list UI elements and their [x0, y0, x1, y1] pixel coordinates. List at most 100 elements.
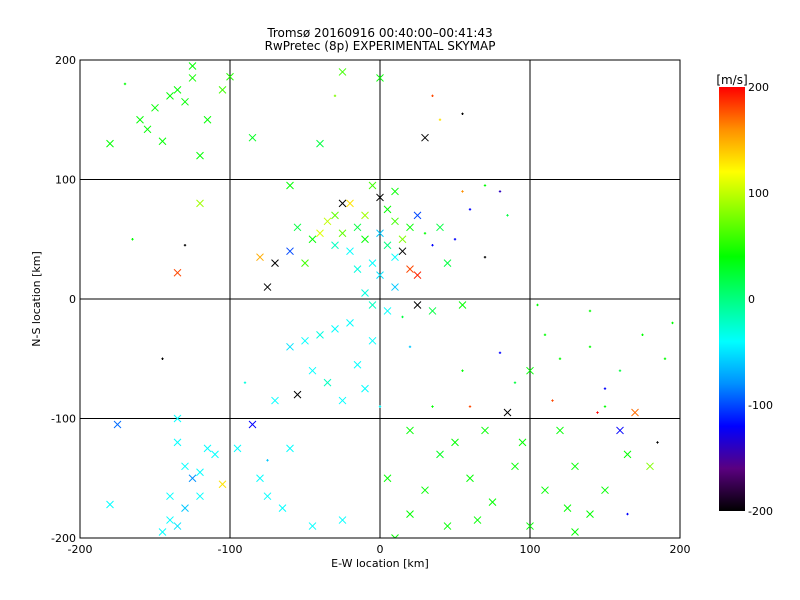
point-mark [383, 241, 392, 250]
data-point [203, 115, 212, 124]
point-mark [406, 265, 414, 273]
data-point [601, 486, 609, 495]
point-mark [376, 229, 384, 238]
point-mark [511, 462, 519, 471]
data-point [506, 214, 509, 217]
data-point [361, 235, 369, 244]
point-mark [173, 268, 182, 277]
data-point [143, 125, 152, 134]
data-point [106, 500, 114, 509]
point-mark [173, 438, 182, 447]
colorbar-tick-label: -200 [748, 505, 773, 518]
data-point [323, 378, 332, 387]
data-point [196, 199, 204, 208]
point-mark [391, 534, 396, 538]
point-mark [316, 139, 324, 148]
y-tick-label: 100 [55, 174, 76, 187]
point-mark [166, 492, 174, 501]
point-mark [301, 259, 309, 268]
data-point [196, 492, 204, 501]
point-mark [398, 247, 407, 256]
point-mark [331, 325, 339, 333]
point-mark [526, 522, 534, 530]
point-mark [136, 115, 144, 124]
data-point [293, 223, 302, 232]
data-point [361, 289, 369, 297]
data-point [233, 444, 242, 453]
point-mark [338, 68, 347, 76]
point-mark [143, 125, 152, 134]
data-point [106, 139, 114, 148]
point-mark [503, 408, 512, 417]
data-point [331, 325, 339, 333]
data-point [656, 441, 659, 444]
data-point [211, 450, 219, 459]
data-point [401, 315, 404, 319]
data-point [123, 82, 127, 86]
point-mark [338, 396, 347, 405]
data-point [166, 91, 174, 100]
data-point [263, 283, 272, 291]
point-mark [361, 289, 369, 297]
point-mark [383, 205, 392, 214]
data-point [248, 420, 257, 429]
data-point [173, 414, 182, 423]
point-mark [481, 426, 489, 435]
data-point [158, 137, 167, 146]
data-point [526, 366, 534, 375]
data-point [376, 271, 384, 279]
point-mark [436, 223, 444, 232]
point-mark [346, 319, 354, 327]
point-mark [413, 301, 422, 309]
point-mark [368, 259, 377, 268]
point-mark [451, 438, 459, 447]
point-mark [203, 115, 212, 124]
point-mark [211, 450, 219, 459]
data-point [256, 474, 264, 483]
data-point [551, 399, 554, 402]
data-point [316, 330, 324, 339]
data-point [308, 522, 317, 530]
data-point [468, 208, 472, 211]
point-mark [166, 516, 174, 524]
data-point [453, 238, 457, 241]
point-mark [173, 522, 182, 530]
data-point [131, 238, 134, 241]
y-axis-label: N-S location [km] [30, 251, 43, 347]
data-point [588, 345, 592, 348]
point-mark [278, 504, 287, 512]
data-point [398, 247, 407, 256]
data-point [466, 474, 474, 483]
data-point [338, 516, 347, 524]
data-point [603, 387, 607, 390]
point-mark [338, 229, 347, 238]
point-mark [368, 301, 377, 309]
data-point [331, 211, 339, 220]
point-mark [286, 342, 294, 351]
point-mark [286, 444, 294, 453]
point-mark [196, 468, 204, 477]
data-point [243, 381, 247, 384]
data-point [461, 190, 464, 193]
point-mark [346, 247, 354, 256]
data-point [188, 474, 197, 483]
data-point [383, 307, 392, 315]
data-point [346, 247, 354, 256]
data-point [278, 504, 287, 512]
data-point [671, 321, 674, 325]
point-mark [391, 283, 399, 291]
data-point [183, 244, 187, 247]
data-point [616, 426, 624, 435]
y-tick-label: -100 [51, 413, 76, 426]
data-point [368, 259, 377, 268]
y-tick-label: 200 [55, 54, 76, 67]
data-point [346, 319, 354, 327]
data-point [406, 510, 414, 518]
data-point [536, 303, 539, 307]
point-mark [368, 181, 377, 190]
data-point [438, 118, 442, 121]
point-mark [361, 211, 369, 220]
point-mark [601, 486, 609, 495]
data-point [293, 390, 302, 399]
